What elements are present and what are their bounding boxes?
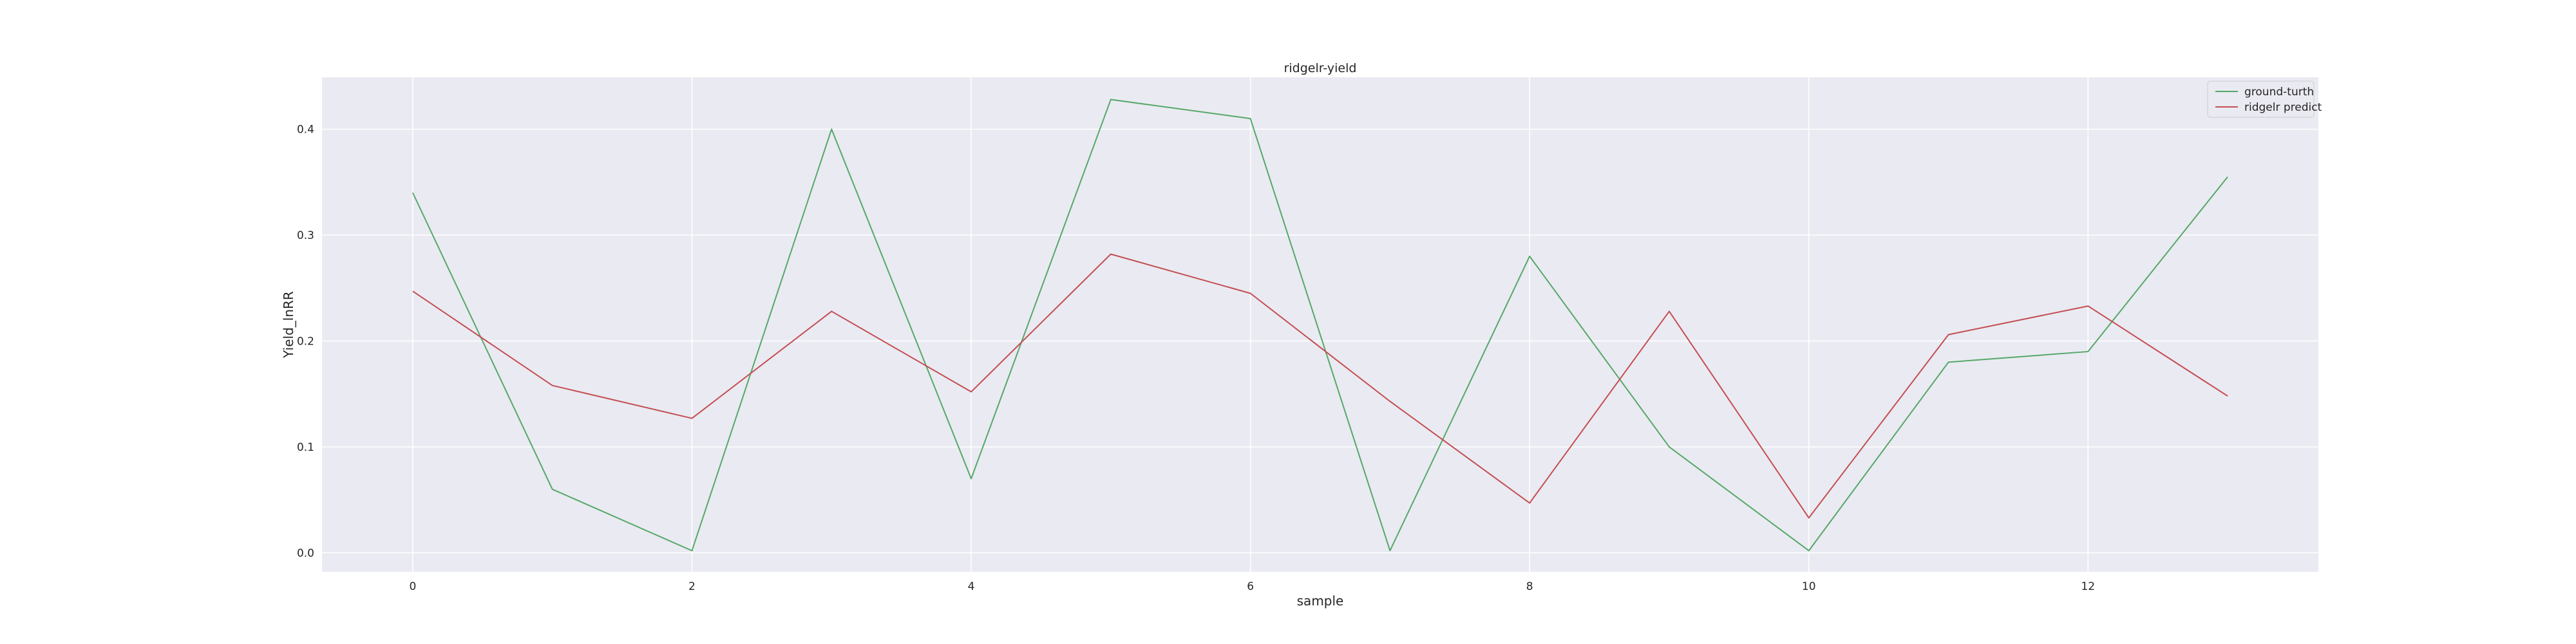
y-tick-label: 0.4 [297,124,314,137]
y-tick-label: 0.0 [297,547,314,560]
chart-title: ridgelr-yield [1284,61,1357,75]
x-tick-label: 8 [1526,580,1533,593]
x-tick-label: 12 [2081,580,2095,593]
plot-background [322,77,2318,572]
x-tick-label: 10 [1802,580,1816,593]
series-line-ridgelr-predict [412,253,2228,519]
x-tick-label: 6 [1247,580,1254,593]
y-tick-label: 0.3 [297,229,314,242]
y-axis-label: Yield_lnRR [281,291,296,359]
grid-lines [322,77,2318,572]
x-tick-labels: 0 2 4 6 8 10 12 [409,580,2095,593]
x-tick-label: 0 [409,580,416,593]
y-tick-label: 0.2 [297,335,314,348]
x-tick-label: 4 [968,580,975,593]
legend-box [2207,80,2315,118]
legend-label-ridgelr-predict: ridgelr predict [2244,101,2322,114]
y-tick-label: 0.1 [297,441,314,454]
series-layer [412,99,2228,552]
x-axis-label: sample [1297,593,1344,609]
x-tick-label: 2 [688,580,696,593]
y-tick-labels: 0.0 0.1 0.2 0.3 0.4 [297,124,314,560]
legend: ground-turth ridgelr predict [2207,80,2322,118]
series-line-ground-turth [412,99,2228,552]
legend-label-ground-turth: ground-turth [2244,86,2314,99]
